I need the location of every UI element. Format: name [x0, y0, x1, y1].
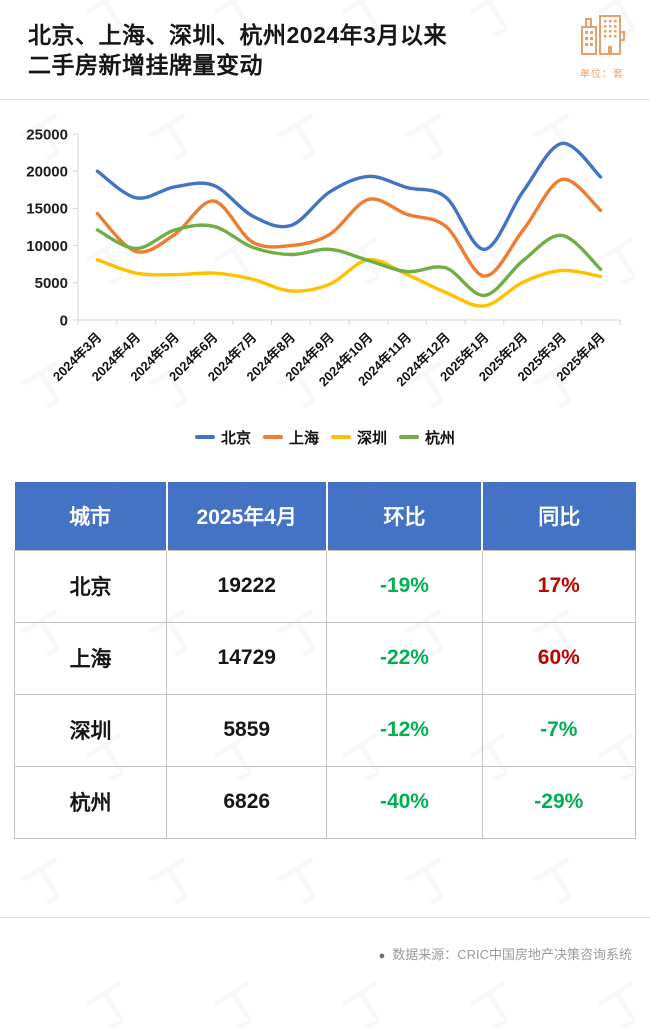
- bullet-icon: ●: [378, 949, 386, 962]
- city-cell: 上海: [13, 621, 168, 695]
- value-cell: 19222: [166, 549, 328, 623]
- line-chart-canvas: 05000100001500020000250002024年3月2024年4月2…: [26, 126, 621, 389]
- yoy-cell: -7%: [481, 693, 637, 767]
- legend-item-北京: 北京: [194, 427, 251, 448]
- legend-item-上海: 上海: [262, 427, 319, 448]
- unit-block: 单位：套: [570, 12, 634, 80]
- legend-item-杭州: 杭州: [399, 427, 455, 448]
- table-header-row: 城市 2025年4月 环比 同比: [14, 481, 636, 551]
- yoy-cell: 60%: [481, 621, 637, 695]
- svg-text:0: 0: [60, 312, 68, 329]
- yoy-cell: 17%: [481, 549, 637, 623]
- city-cell: 北京: [13, 549, 168, 623]
- legend-swatch: [331, 435, 351, 439]
- table-row: 上海 14729 -22% 60%: [13, 621, 637, 695]
- svg-text:5000: 5000: [35, 275, 68, 292]
- summary-table: 城市 2025年4月 环比 同比 北京 19222 -19% 17% 上海 14…: [13, 481, 637, 839]
- page-title-line2: 二手房新增挂牌量变动: [28, 52, 263, 79]
- header: 北京、上海、深圳、杭州2024年3月以来 二手房新增挂牌量变动: [0, 0, 650, 81]
- city-cell: 杭州: [13, 765, 168, 839]
- listings-line-chart: 0 5000 10000 15000 20000 25000 2024年3月 2024年4月 2…: [0, 108, 650, 448]
- svg-text:10000: 10000: [26, 238, 68, 255]
- svg-text:25000: 25000: [26, 126, 68, 143]
- legend-swatch: [262, 435, 283, 439]
- value-cell: 5859: [166, 693, 328, 767]
- unit-label: 单位：套: [580, 69, 624, 80]
- page-title-line1: 北京、上海、深圳、杭州2024年3月以来: [28, 22, 447, 48]
- mom-cell: -22%: [326, 621, 483, 695]
- col-header-yoy: 同比: [481, 481, 636, 551]
- page-title: 北京、上海、深圳、杭州2024年3月以来 二手房新增挂牌量变动: [28, 20, 622, 81]
- legend-swatch: [194, 435, 215, 439]
- buildings-icon: [577, 15, 627, 62]
- mom-cell: -12%: [326, 693, 483, 767]
- legend-item-深圳: 深圳: [331, 427, 387, 448]
- svg-text:20000: 20000: [26, 163, 68, 180]
- col-header-city: 城市: [69, 505, 112, 529]
- value-cell: 6826: [166, 765, 328, 839]
- footer-divider: [0, 916, 650, 918]
- table-row: 深圳 5859 -12% -7%: [13, 693, 637, 767]
- table-row: 北京 19222 -19% 17%: [13, 549, 637, 623]
- data-source-text: 数据来源：CRIC中国房地产决策咨询系统: [392, 946, 632, 962]
- legend-swatch: [399, 435, 420, 439]
- title-divider: [0, 98, 650, 100]
- chart-legend: 北京 上海 深圳 杭州: [0, 427, 650, 448]
- col-header-month: 2025年4月: [165, 481, 327, 551]
- summary-table-section: 城市 2025年4月 环比 同比 北京 19222 -19% 17% 上海 14…: [13, 481, 637, 839]
- svg-text:15000: 15000: [26, 200, 68, 217]
- yoy-cell: -29%: [481, 765, 637, 839]
- city-cell: 深圳: [13, 693, 168, 767]
- mom-cell: -19%: [326, 549, 483, 623]
- table-row: 杭州 6826 -40% -29%: [13, 765, 637, 839]
- value-cell: 14729: [166, 621, 328, 695]
- mom-cell: -40%: [326, 765, 483, 839]
- data-source: ● 数据来源：CRIC中国房地产决策咨询系统: [0, 944, 650, 963]
- col-header-mom: 环比: [325, 481, 483, 551]
